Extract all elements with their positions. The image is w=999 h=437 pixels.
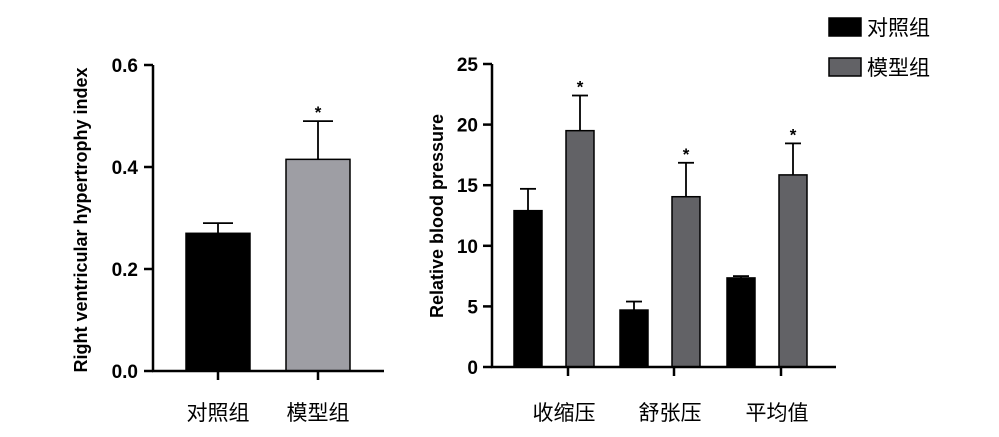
right-bar-control-2 (619, 309, 649, 368)
right-significance-star: * (683, 145, 690, 164)
left-y-tick-label: 0.4 (112, 158, 139, 179)
left-significance-star: * (315, 103, 322, 122)
right-y-tick-label: 0 (467, 358, 478, 379)
legend-label-control: 对照组 (867, 16, 930, 40)
left-y-axis-title: Right ventricular hypertrophy index (71, 67, 91, 372)
right-bar-model-1 (565, 129, 595, 368)
right-bar-control-1 (513, 209, 543, 368)
right-y-tick-label: 25 (457, 55, 479, 76)
right-y-tick-label: 10 (457, 237, 478, 258)
right-y-tick-label: 20 (457, 116, 478, 137)
right-bar-model-2 (671, 195, 701, 368)
left-y-tick-label: 0.0 (112, 362, 138, 383)
left-bar-1 (185, 232, 251, 372)
right-x-tick-label: 舒张压 (639, 401, 702, 425)
legend-label-model: 模型组 (867, 56, 930, 80)
right-y-tick-label: 15 (457, 176, 479, 197)
right-bar-control-3 (726, 277, 756, 368)
right-bar-model-3 (778, 174, 808, 368)
left-y-tick-label: 0.2 (112, 260, 138, 281)
right-x-tick-label: 平均值 (746, 401, 809, 425)
right-x-tick-label: 收缩压 (533, 401, 596, 425)
legend-swatch-control (828, 17, 862, 37)
left-bar-2 (285, 158, 351, 372)
right-significance-star: * (790, 125, 797, 144)
right-significance-star: * (577, 78, 584, 97)
hypertrophy-index-chart: Right ventricular hypertrophy index * 0.… (71, 56, 384, 425)
blood-pressure-chart: Relative blood pressure * * * 0 5 10 15 20 25 收… (427, 16, 930, 425)
left-y-tick-label: 0.6 (112, 56, 138, 77)
legend: 对照组 模型组 (828, 16, 930, 80)
right-y-tick-label: 5 (467, 297, 478, 318)
legend-swatch-model (828, 57, 862, 77)
left-x-tick-label: 对照组 (187, 401, 250, 425)
left-x-tick-label: 模型组 (287, 401, 350, 425)
right-y-axis-title: Relative blood pressure (427, 114, 447, 318)
